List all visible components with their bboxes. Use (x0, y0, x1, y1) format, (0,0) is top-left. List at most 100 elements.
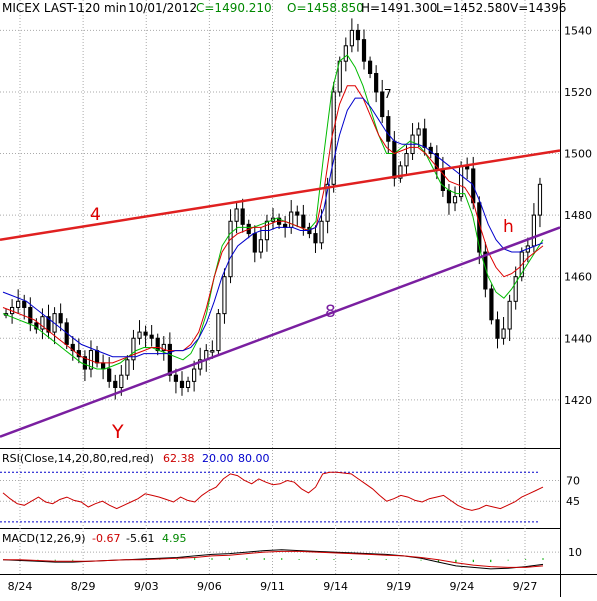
x-tick-label: 9/27 (513, 580, 538, 593)
annotation-h: h (503, 217, 514, 237)
y-tick-label: 1480 (564, 209, 592, 222)
candle-body (58, 313, 63, 324)
macd-histogram-value: 4.95 (162, 532, 187, 545)
candle-body (489, 288, 494, 321)
rsi-title: RSI(Close,14,20,80,red,red) (2, 452, 154, 465)
trendline-8 (0, 226, 561, 438)
rsi-line (2, 471, 544, 511)
x-tick-label: 8/24 (8, 580, 33, 593)
macd-value: -0.67 (92, 532, 120, 545)
x-tick-label: 9/06 (197, 580, 222, 593)
candle-body (234, 208, 239, 222)
grid-lines (0, 0, 560, 574)
candle-body (380, 91, 385, 118)
annotations: 4 8 Y h 7 (90, 87, 514, 443)
header-volume: V=14396 (510, 1, 566, 15)
rsi-legend: RSI(Close,14,20,80,red,red) 62.38 20.00 … (2, 452, 270, 465)
candle-body (22, 300, 27, 308)
candle-body (343, 45, 348, 62)
candle-body (16, 300, 21, 308)
candle-body (131, 337, 136, 361)
rsi-tick-label: 70 (566, 475, 580, 488)
header-high: H=1491.300 (361, 1, 437, 15)
price-pane (0, 18, 561, 438)
macd-title: MACD(12,26,9) (2, 532, 86, 545)
header-close: C=1490.210 (196, 1, 272, 15)
candle-body (167, 343, 172, 376)
candle-body (258, 239, 263, 253)
moving-average-blue (2, 97, 544, 358)
candle-body (240, 208, 245, 225)
candle-body (295, 211, 300, 216)
candle-body (155, 337, 160, 352)
candle-body (483, 251, 488, 290)
candle-body (416, 128, 421, 136)
candle-body (198, 359, 203, 370)
candle-body (94, 350, 100, 364)
candle-body (319, 220, 324, 244)
candle-body (185, 380, 191, 389)
candle-body (355, 29, 361, 41)
x-tick-label: 9/14 (323, 580, 348, 593)
candle-body (398, 165, 403, 179)
header-low: L=1452.580 (436, 1, 510, 15)
candle-body (179, 380, 185, 389)
candle-body (325, 183, 330, 222)
header-date: 10/01/2012 (128, 1, 197, 15)
candle-body (501, 328, 506, 339)
candle-body (374, 72, 379, 93)
macd-signal-line (3, 550, 544, 568)
candle-body (361, 39, 367, 62)
annotation-4: 4 (90, 205, 101, 225)
y-tick-label: 1420 (564, 394, 592, 407)
x-tick-label: 9/19 (386, 580, 411, 593)
y-tick-label: 1520 (564, 86, 592, 99)
x-tick-label: 9/24 (450, 580, 475, 593)
candle-body (313, 233, 318, 244)
candle-body (386, 116, 391, 142)
candle-body (149, 334, 154, 339)
candle-body (113, 380, 118, 389)
candle-body (531, 214, 536, 247)
candle-body (101, 362, 106, 370)
rsi-tick-label: 45 (566, 495, 580, 508)
candle-body (107, 368, 112, 382)
moving-average-green (2, 54, 544, 370)
candle-body (252, 233, 257, 253)
annotation-y: Y (111, 421, 124, 443)
rsi-high-level: 80.00 (238, 452, 270, 465)
candle-body (513, 276, 518, 302)
annotation-7: 7 (384, 87, 392, 101)
candle-body (537, 183, 543, 216)
candle-body (192, 368, 197, 382)
rsi-value: 62.38 (163, 452, 195, 465)
candle-body (507, 300, 512, 330)
macd-legend: MACD(12,26,9) -0.67 -5.61 4.95 (2, 532, 187, 545)
candle-body (222, 276, 227, 315)
candle-body (331, 91, 336, 185)
candle-body (452, 196, 458, 204)
candle-body (367, 60, 373, 74)
rsi-low-level: 20.00 (202, 452, 234, 465)
candle-body (161, 343, 166, 352)
candle-body (125, 359, 130, 376)
candle-body (119, 374, 124, 389)
x-tick-label: 8/29 (71, 580, 96, 593)
candle-body (210, 350, 215, 353)
candle-body (173, 374, 179, 382)
header-symbol: MICEX LAST-120 min (2, 1, 127, 15)
y-tick-label: 1500 (564, 148, 592, 161)
moving-average-red (2, 85, 544, 364)
macd-tick-label: 10 (568, 546, 582, 559)
trendline-4 (0, 149, 561, 241)
candle-body (216, 313, 221, 352)
header-open: O=1458.850 (287, 1, 364, 15)
candle-body (46, 316, 51, 333)
candle-body (404, 153, 409, 167)
candle-body (40, 316, 45, 330)
annotation-8: 8 (325, 302, 336, 322)
rsi-pane (0, 471, 544, 523)
